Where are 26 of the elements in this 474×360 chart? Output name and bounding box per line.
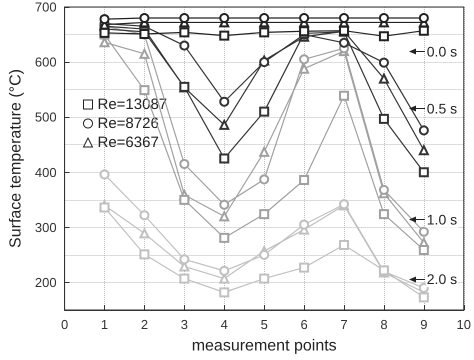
annotation: 1.0 s — [426, 212, 458, 228]
y-axis-title: Surface temperature (°C) — [8, 69, 24, 248]
x-tick-label: 10 — [456, 317, 472, 332]
y-tick-label: 500 — [34, 110, 57, 125]
x-tick-label: 1 — [100, 317, 108, 332]
annotation: 0.0 s — [426, 44, 458, 60]
legend-label: Re=8726 — [98, 115, 159, 132]
y-tick-label: 300 — [34, 220, 57, 235]
x-tick-label: 5 — [260, 317, 268, 332]
legend-label: Re=13087 — [98, 96, 168, 113]
legend-label: Re=6367 — [98, 134, 159, 151]
x-tick-label: 0 — [60, 317, 68, 332]
y-tick-label: 700 — [34, 0, 57, 14]
x-axis-title: measurement points — [192, 338, 337, 354]
annotation: 2.0 s — [426, 271, 458, 288]
y-tick-label: 200 — [34, 274, 57, 290]
x-tick-label: 9 — [420, 317, 428, 332]
x-tick-label: 8 — [380, 317, 388, 332]
x-tick-label: 4 — [220, 317, 228, 332]
y-tick-label: 600 — [34, 54, 57, 70]
x-tick-label: 3 — [180, 317, 188, 332]
x-tick-label: 6 — [300, 317, 308, 332]
annotation: 0.5 s — [426, 100, 458, 117]
x-tick-label: 2 — [140, 317, 148, 332]
y-tick-label: 400 — [34, 164, 57, 180]
x-tick-label: 7 — [340, 317, 348, 332]
